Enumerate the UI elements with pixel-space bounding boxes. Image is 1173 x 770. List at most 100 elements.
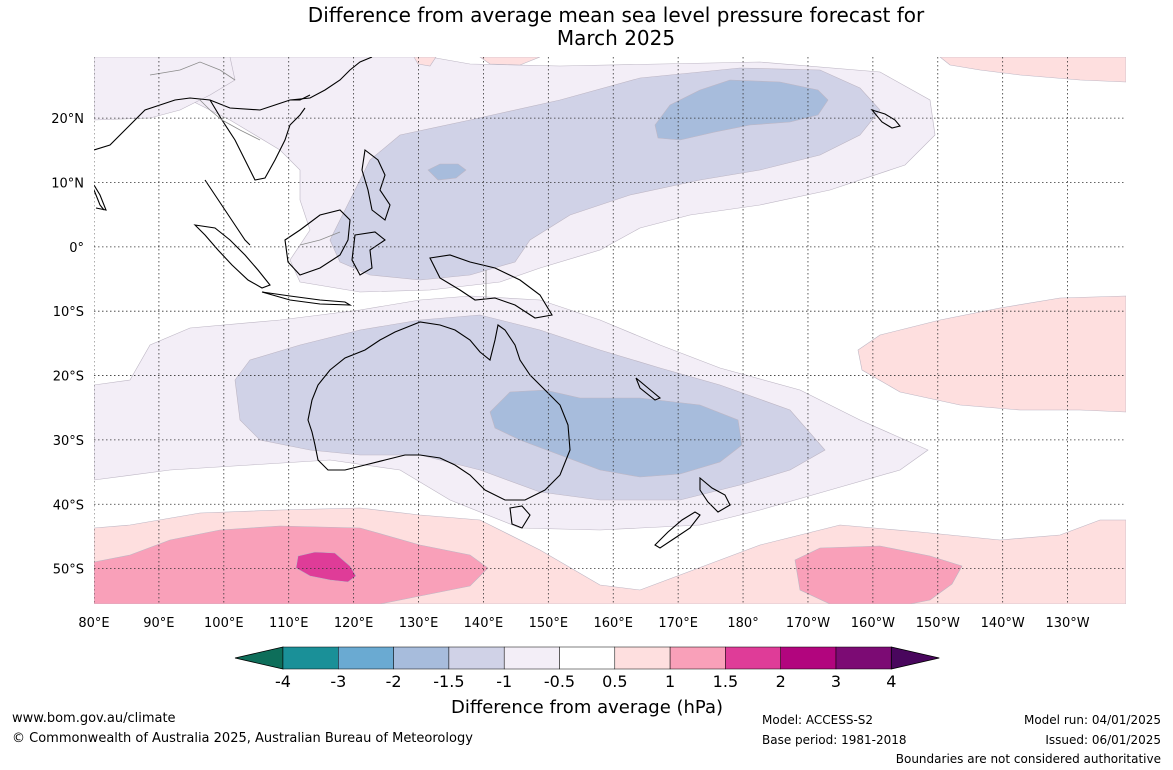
footer-model-run: Model run: 04/01/2025 xyxy=(1023,713,1161,727)
latitude-label: 10°S xyxy=(53,305,84,320)
longitude-label: 170°E xyxy=(658,616,698,631)
colorbar-swatch xyxy=(780,646,837,670)
footer-copyright: © Commonwealth of Australia 2025, Austra… xyxy=(12,731,473,746)
colorbar-tick-label: 1.5 xyxy=(713,672,738,691)
colorbar-tick-label: 4 xyxy=(886,672,896,691)
contour-neg15-north-pacific xyxy=(654,79,829,141)
contour-pos1-south-east xyxy=(794,545,963,604)
latitude-label: 20°S xyxy=(53,370,84,385)
map-title: Difference from average mean sea level p… xyxy=(0,4,1173,50)
longitude-labels: 80°E 90°E 100°E 110°E 120°E 130°E 140°E 150°E 16… xyxy=(78,616,1089,631)
latitude-label: 10°N xyxy=(51,176,84,191)
footer-disclaimer: Boundaries are not considered authoritat… xyxy=(895,752,1161,766)
coast-nz-north xyxy=(699,476,731,513)
latitude-labels: 20°N 10°N 0° 10°S 20°S 30°S 40°S 50°S xyxy=(51,112,84,577)
map-plot-area xyxy=(94,57,1126,604)
anomaly-contours xyxy=(94,57,1126,604)
longitude-label: 160°W xyxy=(851,616,895,631)
latitude-label: 50°S xyxy=(53,563,84,578)
coast-tasmania xyxy=(509,505,531,529)
colorbar-swatch xyxy=(725,646,781,670)
colorbar-swatch xyxy=(448,646,505,670)
colorbar-swatch xyxy=(282,646,339,670)
longitude-label: 160°E xyxy=(593,616,633,631)
longitude-label: 120°E xyxy=(334,616,374,631)
coastlines xyxy=(94,57,901,549)
coast-australia xyxy=(307,321,571,501)
border-borneo xyxy=(299,231,341,246)
coast-philippines xyxy=(361,148,391,221)
graticule xyxy=(94,57,1126,604)
colorbar-title: Difference from average (hPa) xyxy=(451,697,723,718)
latitude-label: 20°N xyxy=(51,112,84,127)
coast-india xyxy=(94,189,105,211)
coast-java xyxy=(261,291,353,306)
colorbar-tick-label: 2 xyxy=(776,672,786,691)
coast-indochina xyxy=(209,99,306,181)
colorbar: -4 -3 -2 -1.5 -1 -0.5 0.5 1 1.5 2 3 4 xyxy=(234,646,940,691)
colorbar-swatch xyxy=(835,646,892,670)
longitude-label: 180° xyxy=(727,616,758,631)
contour-pos05-topright xyxy=(939,57,1126,83)
colorbar-tick-label: -1 xyxy=(496,672,512,691)
contour-pos05-topmid2 xyxy=(479,57,541,66)
title-line-2: March 2025 xyxy=(556,26,676,50)
country-borders xyxy=(149,61,487,300)
border-se-asia-1 xyxy=(199,99,261,141)
contour-neg15-north-small xyxy=(427,163,467,181)
coast-sumatra xyxy=(193,224,271,289)
contour-neg15-tasman xyxy=(489,389,743,478)
contour-neg05-topleft xyxy=(94,57,236,121)
coast-borneo xyxy=(284,209,351,276)
coast-misc-left xyxy=(94,184,107,211)
footer-model: Model: ACCESS-S2 xyxy=(762,713,874,727)
colorbar-tick-label: -2 xyxy=(386,672,402,691)
colorbar-extend-min xyxy=(234,646,284,670)
colorbar-tick-label: -4 xyxy=(275,672,291,691)
colorbar-tick-label: 0.5 xyxy=(602,672,627,691)
contour-pos05-topmid xyxy=(413,57,437,67)
colorbar-tick-label: 3 xyxy=(831,672,841,691)
contour-pos1-south-west xyxy=(94,525,489,604)
footer-issued: Issued: 06/01/2025 xyxy=(1045,733,1161,747)
colorbar-tick-label: -3 xyxy=(330,672,346,691)
longitude-label: 130°E xyxy=(399,616,439,631)
colorbar-swatch xyxy=(669,646,726,670)
latitude-label: 30°S xyxy=(53,434,84,449)
coast-asia xyxy=(94,57,373,151)
coast-hawaii xyxy=(870,108,901,129)
colorbar-tick-label: -0.5 xyxy=(544,672,575,691)
title-line-1: Difference from average mean sea level p… xyxy=(307,3,925,27)
colorbar-swatch xyxy=(338,646,394,670)
colorbar-tick-label: -1.5 xyxy=(433,672,464,691)
coast-malay xyxy=(204,179,251,246)
longitude-label: 170°W xyxy=(786,616,830,631)
longitude-label: 80°E xyxy=(78,616,109,631)
colorbar-swatch xyxy=(503,646,560,670)
coast-nz-south xyxy=(654,511,701,549)
longitude-label: 130°W xyxy=(1045,616,1089,631)
contour-pos15-south xyxy=(295,551,357,583)
footer-website[interactable]: www.bom.gov.au/climate xyxy=(12,711,176,726)
coast-newcaledonia xyxy=(635,377,662,401)
longitude-label: 150°W xyxy=(916,616,960,631)
colorbar-swatch xyxy=(393,646,450,670)
longitude-label: 150°E xyxy=(529,616,569,631)
coast-newguinea xyxy=(429,254,553,319)
latitude-label: 40°S xyxy=(53,498,84,513)
border-se-asia-2 xyxy=(149,61,236,81)
longitude-label: 140°E xyxy=(464,616,504,631)
colorbar-tick-label: 1 xyxy=(665,672,675,691)
colorbar-extend-max xyxy=(890,646,940,670)
latitude-label: 0° xyxy=(69,241,84,256)
colorbar-swatch xyxy=(559,646,616,670)
longitude-label: 110°E xyxy=(269,616,309,631)
colorbar-swatch xyxy=(614,646,671,670)
longitude-label: 140°W xyxy=(981,616,1025,631)
footer-base-period: Base period: 1981-2018 xyxy=(762,733,907,747)
longitude-label: 100°E xyxy=(204,616,244,631)
coast-china-south xyxy=(290,94,311,101)
contour-pos05-east xyxy=(857,295,1126,413)
longitude-label: 90°E xyxy=(143,616,174,631)
